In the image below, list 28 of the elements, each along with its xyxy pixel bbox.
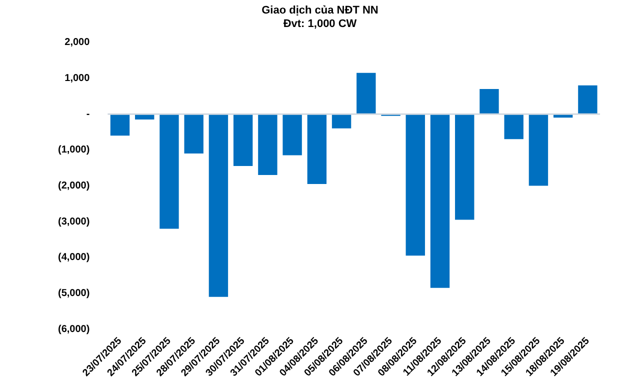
bar (504, 114, 524, 140)
bar (233, 114, 253, 166)
bar (110, 114, 130, 136)
bar (307, 114, 327, 184)
chart-subtitle: Đvt: 1,000 CW (283, 18, 358, 30)
y-tick-label: 2,000 (64, 37, 90, 48)
bar (406, 114, 425, 256)
bar (258, 114, 278, 176)
bar (578, 85, 598, 114)
bar (332, 114, 352, 128)
bar (528, 114, 548, 186)
y-tick-label: (2,000) (58, 180, 90, 192)
y-tick-label: 1,000 (64, 72, 90, 84)
y-tick-label: - (86, 108, 90, 120)
bar (160, 114, 179, 229)
y-tick-label: (5,000) (58, 288, 90, 300)
bar (430, 114, 450, 288)
y-tick-label: (6,000) (58, 324, 90, 335)
bar (208, 114, 228, 297)
bar (184, 114, 204, 154)
chart-title: Giao dịch của NĐT NN (262, 4, 378, 17)
bar (480, 88, 499, 114)
y-tick-label: (3,000) (58, 216, 90, 228)
bar (455, 114, 474, 220)
bar (356, 72, 376, 114)
y-tick-label: (4,000) (58, 252, 90, 264)
y-tick-label: (1,000) (58, 144, 90, 156)
bar (282, 114, 302, 156)
